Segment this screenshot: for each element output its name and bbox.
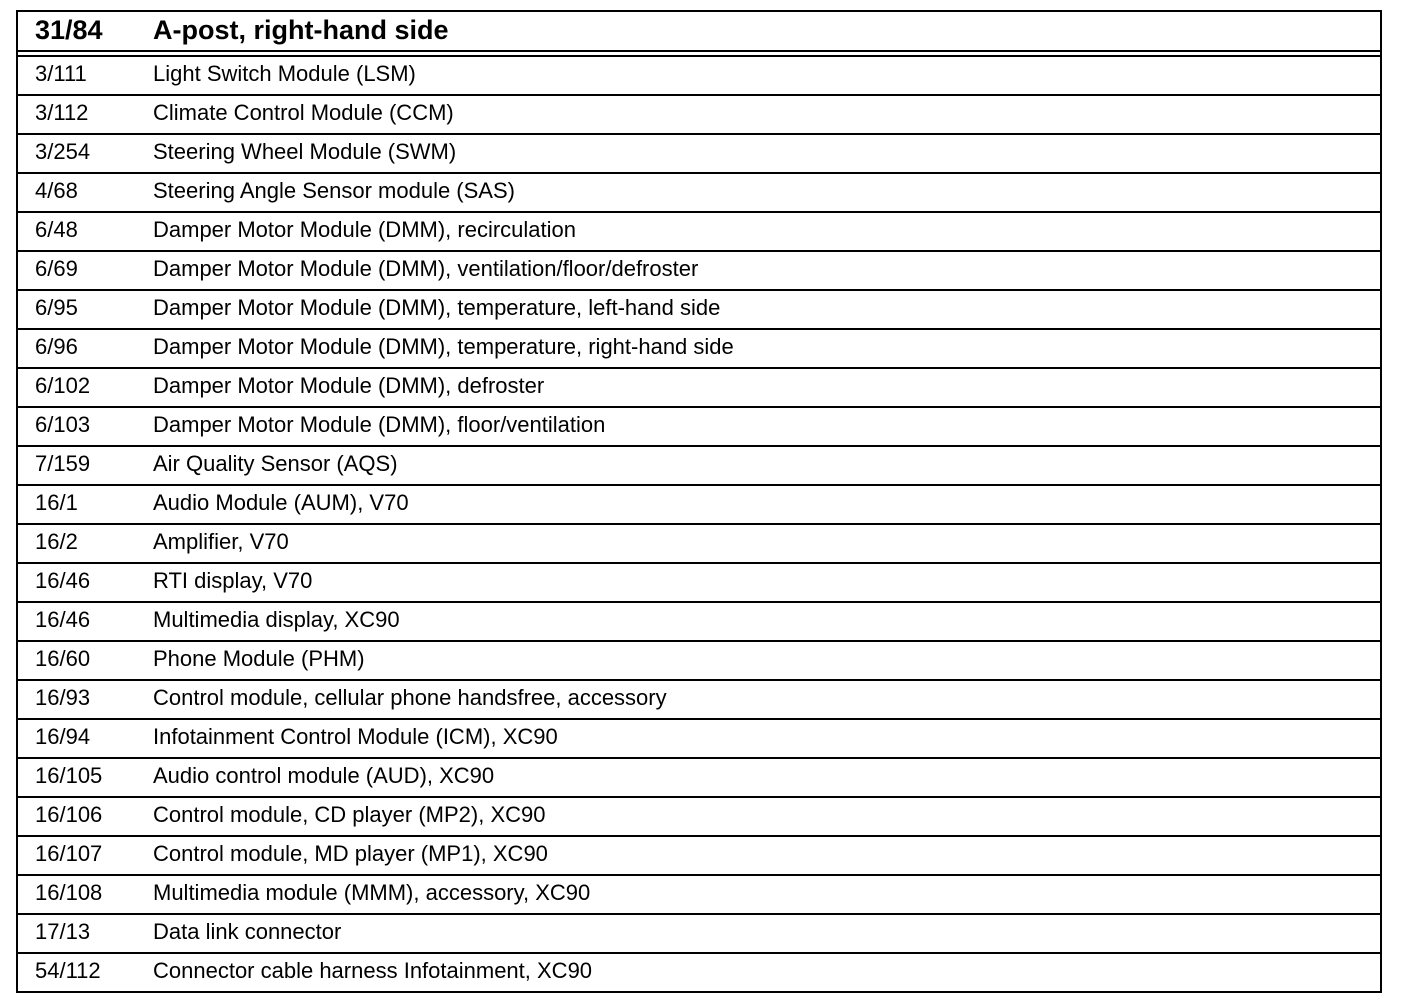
table-row: 6/95 Damper Motor Module (DMM), temperatu… bbox=[18, 291, 1380, 330]
row-description: Light Switch Module (LSM) bbox=[153, 61, 416, 86]
row-code: 16/94 bbox=[35, 724, 91, 749]
row-description: Control module, MD player (MP1), XC90 bbox=[153, 841, 548, 866]
table-row: 3/111 Light Switch Module (LSM) bbox=[18, 57, 1380, 96]
table-row: 16/46 Multimedia display, XC90 bbox=[18, 603, 1380, 642]
row-code: 16/106 bbox=[35, 802, 103, 827]
row-description: Multimedia module (MMM), accessory, XC90 bbox=[153, 880, 591, 905]
row-code: 16/105 bbox=[35, 763, 103, 788]
table-row: 17/13 Data link connector bbox=[18, 915, 1380, 954]
row-description: Audio Module (AUM), V70 bbox=[153, 490, 409, 515]
row-description: Connector cable harness Infotainment, XC… bbox=[153, 958, 593, 983]
row-description: Amplifier, V70 bbox=[153, 529, 289, 554]
table-row: 16/60 Phone Module (PHM) bbox=[18, 642, 1380, 681]
row-code: 16/60 bbox=[35, 646, 91, 671]
table-row: 16/107 Control module, MD player (MP1), X… bbox=[18, 837, 1380, 876]
table-row: 6/69 Damper Motor Module (DMM), ventilati… bbox=[18, 252, 1380, 291]
row-code: 3/254 bbox=[35, 139, 91, 164]
table-row: 6/102 Damper Motor Module (DMM), defroste… bbox=[18, 369, 1380, 408]
row-description: Damper Motor Module (DMM), temperature, … bbox=[153, 334, 734, 359]
row-code: 3/111 bbox=[35, 61, 87, 86]
row-code: 17/13 bbox=[35, 919, 91, 944]
row-code: 7/159 bbox=[35, 451, 91, 476]
row-code: 4/68 bbox=[35, 178, 78, 203]
row-description: Damper Motor Module (DMM), floor/ventila… bbox=[153, 412, 606, 437]
row-description: Damper Motor Module (DMM), temperature, … bbox=[153, 295, 721, 320]
row-description: Damper Motor Module (DMM), ventilation/f… bbox=[153, 256, 699, 281]
row-description: Phone Module (PHM) bbox=[153, 646, 365, 671]
row-description: Climate Control Module (CCM) bbox=[153, 100, 454, 125]
table-row: 16/94 Infotainment Control Module (ICM), … bbox=[18, 720, 1380, 759]
table-row: 6/96 Damper Motor Module (DMM), temperatu… bbox=[18, 330, 1380, 369]
header-title: A-post, right-hand side bbox=[153, 15, 449, 45]
table-row: 16/106 Control module, CD player (MP2), X… bbox=[18, 798, 1380, 837]
row-code: 16/108 bbox=[35, 880, 103, 905]
row-code: 16/93 bbox=[35, 685, 91, 710]
row-code: 6/96 bbox=[35, 334, 78, 359]
table-row: 16/2 Amplifier, V70 bbox=[18, 525, 1380, 564]
row-description: Steering Angle Sensor module (SAS) bbox=[153, 178, 515, 203]
row-description: Damper Motor Module (DMM), recirculation bbox=[153, 217, 576, 242]
table-row: 3/112 Climate Control Module (CCM) bbox=[18, 96, 1380, 135]
row-description: Multimedia display, XC90 bbox=[153, 607, 400, 632]
row-description: Air Quality Sensor (AQS) bbox=[153, 451, 398, 476]
row-description: RTI display, V70 bbox=[153, 568, 313, 593]
row-code: 6/102 bbox=[35, 373, 91, 398]
header-divider bbox=[18, 52, 1380, 57]
table-row: 16/105 Audio control module (AUD), XC90 bbox=[18, 759, 1380, 798]
row-code: 6/48 bbox=[35, 217, 78, 242]
table-row: 16/93 Control module, cellular phone hand… bbox=[18, 681, 1380, 720]
table-row: 54/112 Connector cable harness Infotainme… bbox=[18, 954, 1380, 991]
row-description: Control module, CD player (MP2), XC90 bbox=[153, 802, 546, 827]
table-row: 3/254 Steering Wheel Module (SWM) bbox=[18, 135, 1380, 174]
table-row: 16/108 Multimedia module (MMM), accessory… bbox=[18, 876, 1380, 915]
table-row: 7/159 Air Quality Sensor (AQS) bbox=[18, 447, 1380, 486]
table-row: 6/48 Damper Motor Module (DMM), recircula… bbox=[18, 213, 1380, 252]
header-code: 31/84 bbox=[35, 15, 103, 45]
table-row: 6/103 Damper Motor Module (DMM), floor/ve… bbox=[18, 408, 1380, 447]
row-code: 16/1 bbox=[35, 490, 78, 515]
table-header: 31/84 A-post, right-hand side bbox=[18, 12, 1380, 52]
table-row: 16/46 RTI display, V70 bbox=[18, 564, 1380, 603]
row-code: 16/107 bbox=[35, 841, 103, 866]
table-row: 16/1 Audio Module (AUM), V70 bbox=[18, 486, 1380, 525]
row-description: Control module, cellular phone handsfree… bbox=[153, 685, 667, 710]
row-code: 6/103 bbox=[35, 412, 91, 437]
row-code: 54/112 bbox=[35, 958, 101, 983]
table-row: 4/68 Steering Angle Sensor module (SAS) bbox=[18, 174, 1380, 213]
row-description: Audio control module (AUD), XC90 bbox=[153, 763, 495, 788]
row-description: Infotainment Control Module (ICM), XC90 bbox=[153, 724, 558, 749]
row-code: 16/2 bbox=[35, 529, 78, 554]
component-table: 31/84 A-post, right-hand side 3/111 Light… bbox=[16, 10, 1382, 993]
row-description: Steering Wheel Module (SWM) bbox=[153, 139, 457, 164]
row-code: 16/46 bbox=[35, 568, 91, 593]
row-description: Data link connector bbox=[153, 919, 342, 944]
row-description: Damper Motor Module (DMM), defroster bbox=[153, 373, 545, 398]
row-code: 6/95 bbox=[35, 295, 78, 320]
table-body: 3/111 Light Switch Module (LSM) 3/112 Clima… bbox=[18, 57, 1380, 991]
row-code: 3/112 bbox=[35, 100, 89, 125]
row-code: 6/69 bbox=[35, 256, 78, 281]
row-code: 16/46 bbox=[35, 607, 91, 632]
